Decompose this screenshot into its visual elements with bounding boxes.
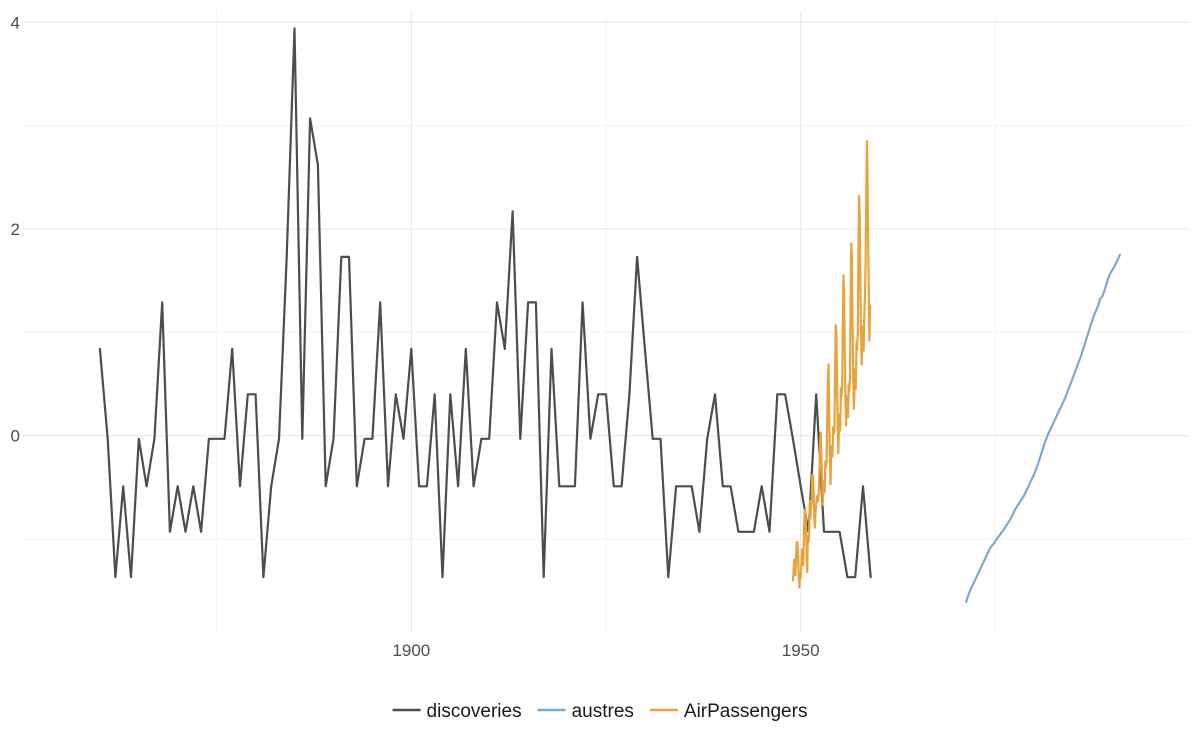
series-line-discoveries bbox=[98, 27, 872, 579]
legend: discoveries austres AirPassengers bbox=[392, 701, 808, 722]
grid bbox=[22, 12, 1190, 632]
y-tick-label: 2 bbox=[11, 220, 20, 239]
x-tick-label: 1900 bbox=[392, 641, 430, 660]
series-line-austres bbox=[964, 253, 1122, 604]
legend-label: AirPassengers bbox=[684, 701, 808, 722]
legend-label: discoveries bbox=[427, 701, 522, 722]
legend-item-discoveries: discoveries bbox=[392, 701, 522, 722]
legend-item-airpassengers: AirPassengers bbox=[649, 701, 808, 722]
series-line-airpassengers bbox=[791, 140, 872, 589]
x-tick-label: 1950 bbox=[782, 641, 820, 660]
legend-label: austres bbox=[572, 701, 634, 722]
y-tick-label: 4 bbox=[11, 13, 20, 32]
legend-item-austres: austres bbox=[537, 701, 634, 722]
series-lines bbox=[98, 27, 1122, 604]
axis-tick-labels: 0 2 4 1900 1950 bbox=[11, 13, 820, 660]
y-tick-label: 0 bbox=[11, 427, 20, 446]
